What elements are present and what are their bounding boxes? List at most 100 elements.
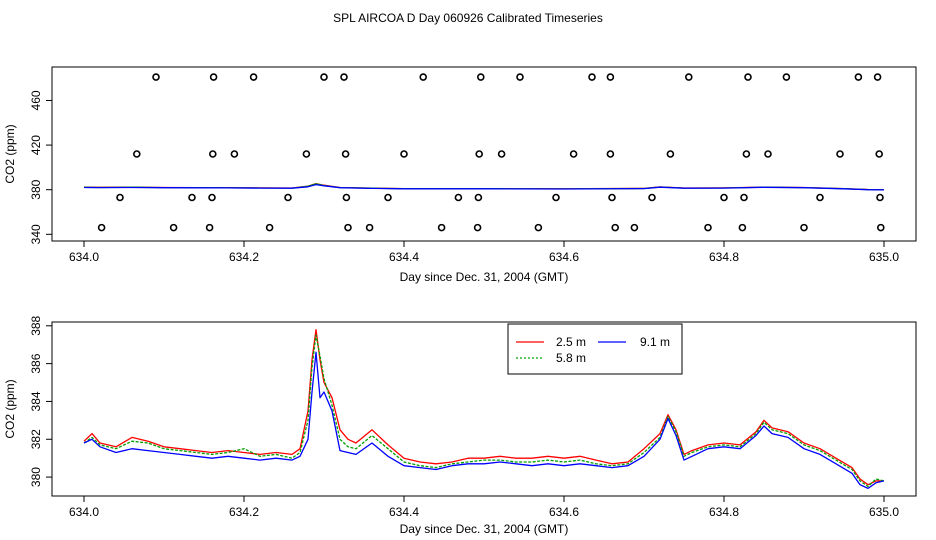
calibration-point — [474, 193, 483, 202]
x-tick-label: 634.2 — [229, 505, 259, 519]
x-tick-label: 635.0 — [869, 505, 899, 519]
calibration-point — [552, 193, 560, 202]
series-line-9-1m — [83, 183, 885, 191]
calibration-point — [854, 73, 863, 81]
calibration-point — [666, 150, 675, 158]
x-axis-label: Day since Dec. 31, 2004 (GMT) — [400, 522, 569, 536]
panel-bottom-timeseries: 634.0 634.2 634.4 634.6 634.8 635.0 380 382 384… — [3, 315, 917, 536]
calibration-point — [476, 73, 485, 81]
calibration-point — [437, 223, 446, 232]
panel-top-calibration: 634.0 634.2 634.4 634.6 634.8 635.0 340 380 420… — [3, 66, 917, 284]
x-tick-label: 634.6 — [549, 505, 579, 519]
calibration-point — [209, 150, 217, 158]
calibration-point — [611, 223, 620, 232]
legend-label-2-5m: 2.5 m — [556, 335, 586, 349]
calibration-point — [340, 73, 348, 81]
x-tick-label: 634.4 — [389, 250, 419, 264]
series-line-9-1m — [83, 351, 885, 490]
calibration-point — [742, 150, 751, 158]
calibration-point — [419, 73, 428, 81]
calibration-point — [342, 193, 351, 202]
calibration-point — [740, 193, 748, 202]
calibration-point — [684, 73, 693, 81]
calibration-point — [800, 223, 808, 232]
y-axis-label: CO2 (ppm) — [3, 124, 17, 183]
y-axis: 380 382 384 386 388 — [29, 315, 52, 487]
calibration-point — [454, 193, 463, 202]
calibration-point — [133, 150, 141, 158]
calibration-point — [534, 223, 543, 232]
calibration-point — [875, 150, 884, 158]
x-tick-label: 634.6 — [549, 250, 579, 264]
calibration-point — [341, 150, 350, 158]
calibration-point — [816, 193, 824, 202]
calibration-points — [97, 73, 885, 232]
calibration-point — [569, 150, 578, 158]
calibration-point — [208, 193, 216, 202]
series-line-5-8m — [83, 334, 885, 488]
calibration-point — [365, 223, 374, 232]
series-lines — [83, 328, 885, 490]
calibration-point — [473, 223, 482, 232]
calibration-point — [497, 150, 506, 158]
calibration-point — [97, 223, 106, 232]
calibration-point — [876, 193, 884, 202]
y-tick-label: 380 — [29, 179, 43, 199]
calibration-point — [209, 73, 218, 81]
calibration-point — [606, 150, 615, 158]
calibration-point — [782, 73, 791, 81]
calibration-point — [648, 193, 656, 202]
y-axis: 340 380 420 460 — [29, 90, 52, 244]
x-axis: 634.0 634.2 634.4 634.6 634.8 635.0 — [69, 241, 899, 264]
x-tick-label: 634.8 — [709, 250, 739, 264]
x-tick-label: 634.2 — [229, 250, 259, 264]
calibration-point — [873, 73, 882, 81]
x-tick-label: 634.4 — [389, 505, 419, 519]
calibration-point — [704, 223, 712, 232]
calibration-point — [720, 193, 728, 202]
calibration-point — [475, 150, 484, 158]
y-tick-label: 386 — [29, 353, 43, 373]
x-tick-label: 634.0 — [69, 250, 99, 264]
y-tick-label: 340 — [29, 224, 43, 244]
calibration-point — [588, 73, 596, 81]
legend-label-9-1m: 9.1 m — [640, 335, 670, 349]
series-line-2-5m — [83, 328, 884, 486]
legend-label-5-8m: 5.8 m — [556, 351, 586, 365]
calibration-point — [344, 223, 352, 232]
calibration-point — [188, 193, 196, 202]
calibration-point — [400, 150, 408, 158]
calibration-point — [764, 150, 772, 158]
calibration-point — [284, 193, 292, 202]
calibration-point — [320, 73, 328, 81]
x-tick-label: 634.0 — [69, 505, 99, 519]
calibration-point — [169, 223, 178, 232]
calibration-point — [230, 150, 239, 158]
calibration-point — [116, 193, 124, 202]
y-tick-label: 420 — [29, 135, 43, 155]
calibration-point — [516, 73, 524, 81]
calibration-point — [608, 193, 616, 202]
y-tick-label: 382 — [29, 429, 43, 449]
y-tick-label: 388 — [29, 315, 43, 335]
calibration-point — [302, 150, 311, 158]
legend-box — [507, 323, 683, 375]
calibration-point — [738, 223, 747, 232]
figure-title: SPL AIRCOA D Day 060926 Calibrated Times… — [333, 11, 603, 25]
y-axis-label: CO2 (ppm) — [3, 379, 17, 438]
y-tick-label: 380 — [29, 467, 43, 487]
calibration-point — [249, 73, 258, 81]
calibration-point — [152, 73, 160, 81]
legend: 2.5 m 5.8 m 9.1 m — [507, 323, 683, 375]
y-tick-label: 460 — [29, 90, 43, 110]
plot-frame — [51, 321, 917, 497]
calibration-point — [205, 223, 214, 232]
calibration-point — [265, 223, 274, 232]
calibration-point — [384, 193, 392, 202]
y-tick-label: 384 — [29, 391, 43, 411]
calibration-point — [876, 223, 885, 232]
calibration-point — [630, 223, 639, 232]
calibration-point — [744, 73, 752, 81]
x-axis: 634.0 634.2 634.4 634.6 634.8 635.0 — [69, 496, 899, 519]
